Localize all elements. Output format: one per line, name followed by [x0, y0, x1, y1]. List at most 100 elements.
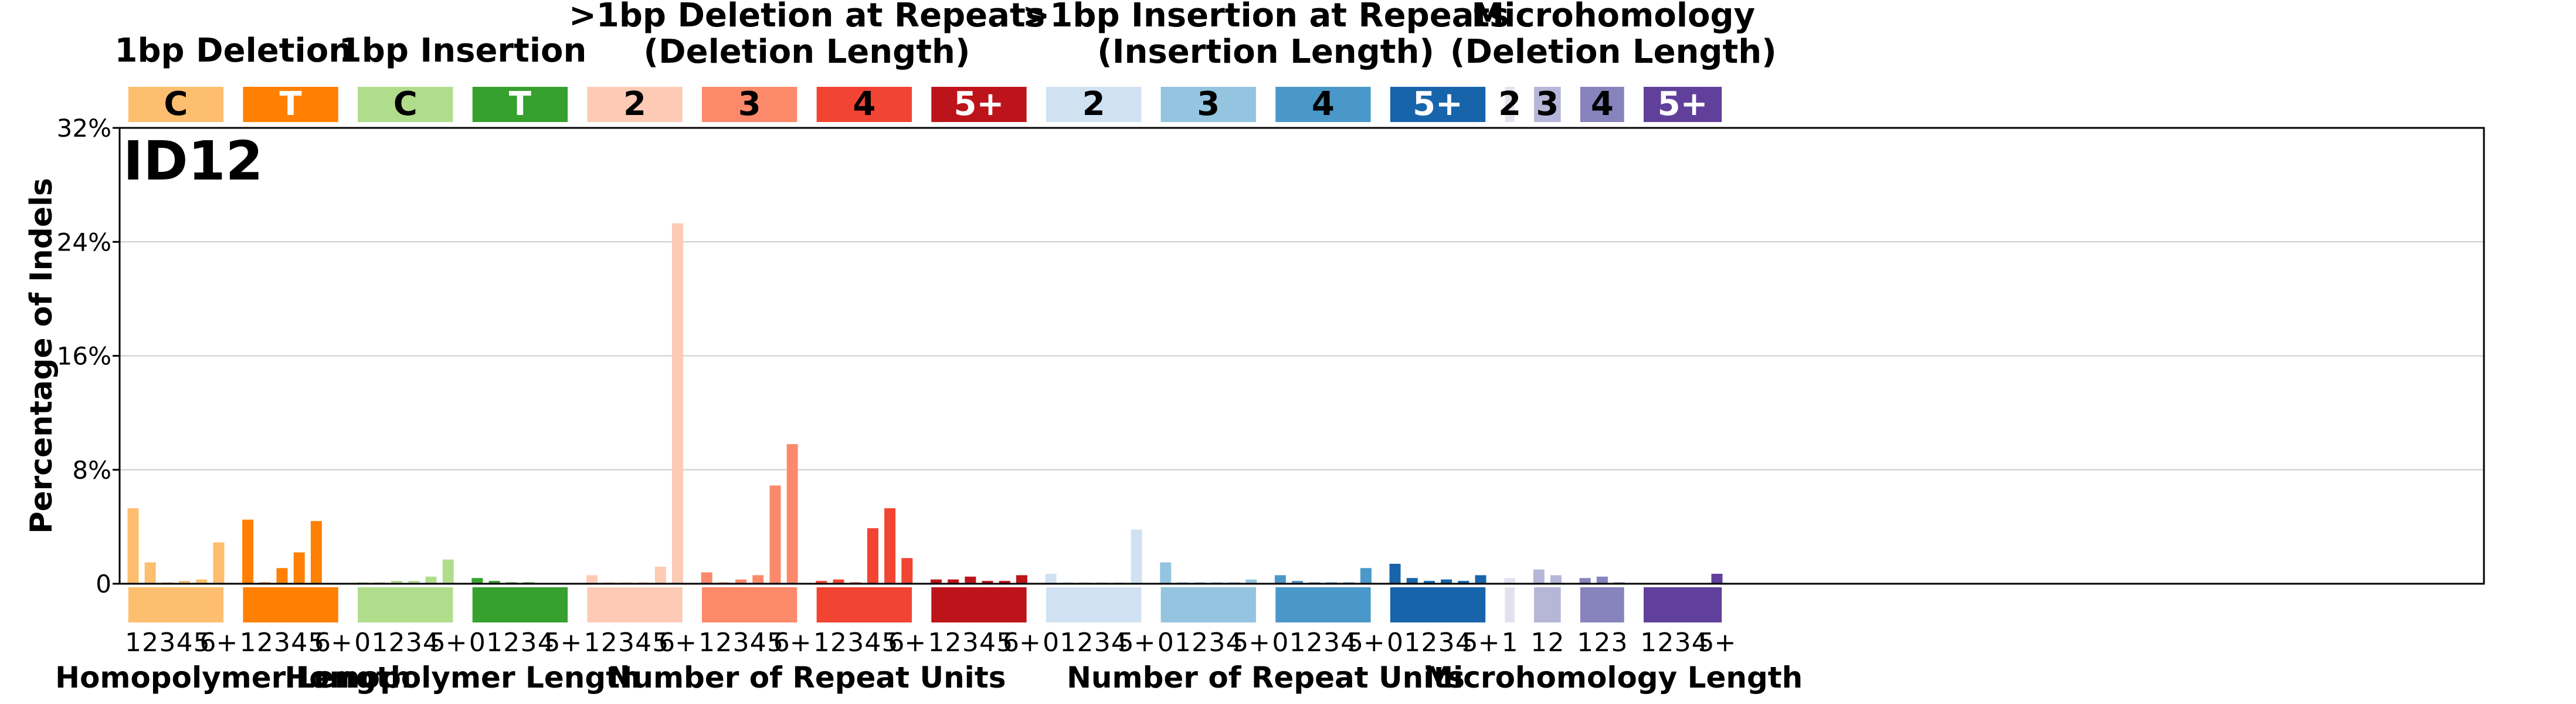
- x-tick-label: 2: [1548, 628, 1564, 658]
- category-label: 2: [1082, 85, 1105, 123]
- category-label: 5+: [1413, 85, 1463, 123]
- category-box-top: [1534, 87, 1561, 122]
- x-tick-label: 4: [1340, 628, 1357, 658]
- x-tick-label: 1: [1289, 628, 1306, 658]
- x-axis-subtitle: Microhomology Length: [1424, 661, 1803, 695]
- x-tick-label: 4: [1455, 628, 1472, 658]
- bar-7-5: [1016, 575, 1027, 584]
- x-tick-label: 2: [945, 628, 962, 658]
- group-title: >1bp Insertion at Repeats: [1023, 0, 1509, 35]
- x-tick-label: 5+: [1347, 628, 1385, 658]
- bar-4-5: [672, 223, 684, 584]
- bar-13-0: [1533, 569, 1545, 584]
- bar-7-4: [999, 581, 1010, 584]
- y-tick-label: 0: [96, 570, 111, 598]
- bar-0-3: [179, 581, 191, 584]
- bar-7-3: [982, 581, 993, 584]
- x-tick-label: 2: [1192, 628, 1208, 658]
- category-box-bottom: [1534, 587, 1561, 622]
- x-tick-label: 3: [1675, 628, 1691, 658]
- bar-0-0: [127, 508, 139, 584]
- bar-4-4: [654, 566, 666, 584]
- x-tick-label: 3: [733, 628, 749, 658]
- x-tick-label: 3: [159, 628, 175, 658]
- x-tick-label: 1: [928, 628, 944, 658]
- x-tick-label: 0: [1272, 628, 1288, 658]
- x-tick-label: 0: [469, 628, 486, 658]
- category-box-top: [1505, 87, 1515, 122]
- x-tick-label: 2: [142, 628, 158, 658]
- bar-8-5: [1131, 529, 1142, 584]
- bar-6-0: [816, 581, 827, 584]
- category-label: 5+: [954, 85, 1004, 123]
- x-tick-label: 4: [423, 628, 439, 658]
- x-tick-label: 2: [503, 628, 520, 658]
- x-tick-label: 2: [1657, 628, 1674, 658]
- bar-11-1: [1406, 578, 1418, 584]
- bar-2-5: [442, 559, 454, 584]
- bar-14-1: [1596, 576, 1608, 584]
- x-tick-label: 1: [1530, 628, 1547, 658]
- category-box-top: [1046, 87, 1142, 122]
- bar-1-4: [310, 521, 322, 584]
- x-tick-label: 5+: [544, 628, 582, 658]
- x-tick-label: 4: [177, 628, 193, 658]
- bar-13-1: [1550, 575, 1562, 584]
- category-label: C: [393, 85, 418, 123]
- category-box-top: [1160, 87, 1256, 122]
- x-tick-label: 3: [274, 628, 290, 658]
- bar-10-5: [1360, 568, 1372, 584]
- x-tick-label: 5: [996, 628, 1013, 658]
- x-tick-label: 6+: [659, 628, 697, 658]
- x-tick-label: 2: [715, 628, 732, 658]
- bar-6-5: [901, 558, 913, 584]
- x-tick-label: 1: [1502, 628, 1518, 658]
- x-tick-label: 2: [1594, 628, 1610, 658]
- x-tick-label: 3: [521, 628, 537, 658]
- group-title: 1bp Insertion: [339, 32, 587, 70]
- x-tick-label: 6+: [1003, 628, 1041, 658]
- category-label: T: [509, 85, 531, 123]
- x-tick-label: 2: [830, 628, 847, 658]
- x-tick-label: 5+: [429, 628, 467, 658]
- category-box-top: [816, 87, 912, 122]
- x-tick-label: 4: [864, 628, 881, 658]
- x-ticks: 1 2 3 4 56+ 1 2 3 4 56+ 0 1 2 3 45+ 0 1 2 3 45+ 1 2 3 4 56+ 1 2 3 4 5…: [125, 628, 1736, 658]
- bar-6-1: [833, 579, 844, 584]
- category-label: 5+: [1658, 85, 1708, 123]
- bar-9-5: [1245, 579, 1257, 584]
- x-tick-label: 4: [750, 628, 766, 658]
- signature-name: ID12: [123, 130, 263, 192]
- category-label: 4: [853, 85, 875, 123]
- group-title: (Deletion Length): [644, 33, 970, 71]
- category-box-top: [472, 87, 568, 122]
- x-tick-label: 2: [1306, 628, 1323, 658]
- bar-14-0: [1579, 578, 1591, 584]
- x-axis-subtitle: Number of Repeat Units: [608, 661, 1006, 695]
- bar-7-0: [930, 579, 942, 584]
- gridlines: [120, 127, 2484, 584]
- category-box-bottom: [1390, 587, 1486, 622]
- category-box-top: [587, 87, 683, 122]
- x-axis-subtitle: Homopolymer Length: [284, 661, 640, 695]
- category-label: 2: [1498, 85, 1521, 123]
- bar-7-1: [948, 579, 959, 584]
- x-tick-label: 4: [635, 628, 651, 658]
- category-label: 3: [1197, 85, 1220, 123]
- x-tick-label: 3: [1209, 628, 1225, 658]
- x-tick-label: 1: [813, 628, 830, 658]
- x-axis-subtitle: Number of Repeat Units: [1067, 661, 1465, 695]
- bar-12-0: [1504, 578, 1516, 584]
- category-label: T: [280, 85, 302, 123]
- x-tick-label: 1: [240, 628, 256, 658]
- x-tick-label: 1: [1175, 628, 1191, 658]
- category-box-top: [1644, 87, 1722, 122]
- x-tick-label: 1: [125, 628, 141, 658]
- x-tick-label: 1: [1640, 628, 1657, 658]
- x-tick-label: 6+: [888, 628, 926, 658]
- x-tick-label: 1: [698, 628, 715, 658]
- x-tick-label: 2: [1077, 628, 1094, 658]
- x-tick-label: 1: [1577, 628, 1593, 658]
- x-tick-label: 4: [291, 628, 307, 658]
